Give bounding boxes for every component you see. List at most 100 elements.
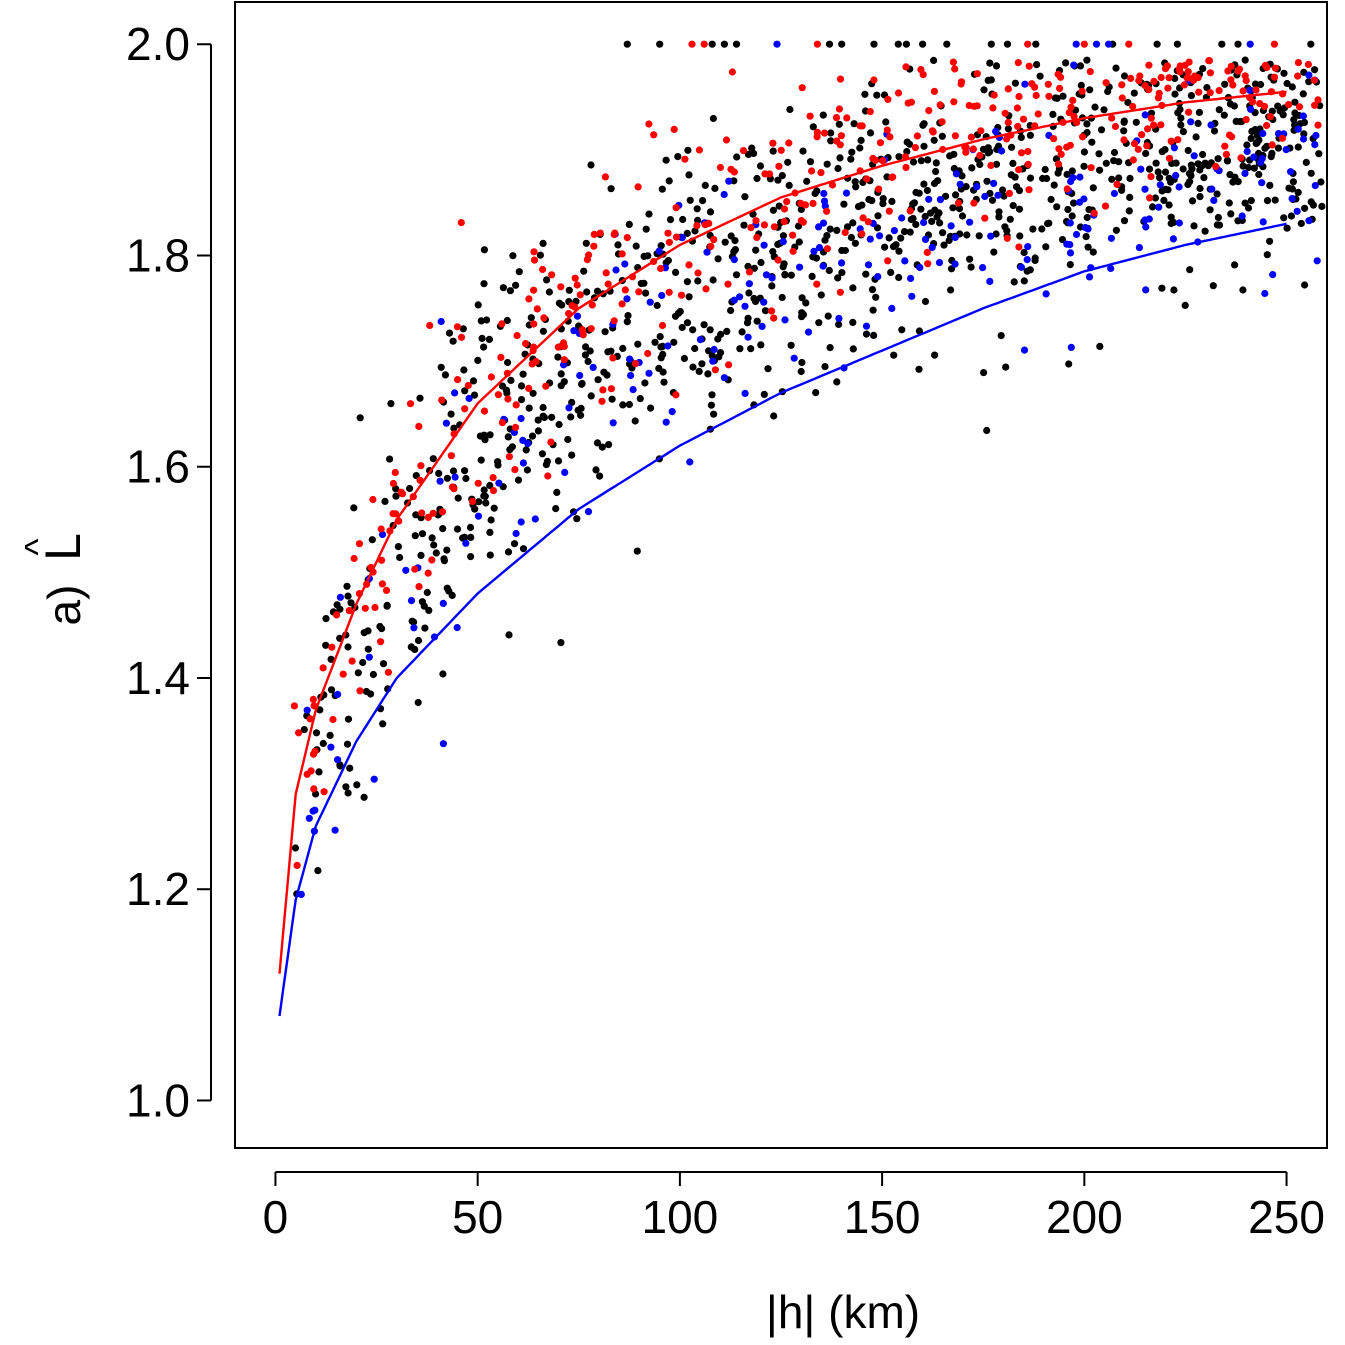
scatter-point (779, 232, 788, 240)
scatter-point (685, 293, 693, 301)
scatter-point (1096, 342, 1104, 350)
scatter-point (369, 670, 377, 679)
scatter-point (733, 153, 741, 161)
scatter-point-top (1024, 40, 1032, 48)
scatter-point (1082, 233, 1090, 241)
blue-fitted-curve (278, 222, 1287, 1017)
scatter-point (769, 206, 778, 214)
scatter-point (858, 230, 866, 238)
scatter-point (1068, 167, 1076, 175)
scatter-point (835, 320, 843, 328)
scatter-point (683, 229, 691, 237)
scatter-point (986, 148, 994, 156)
scatter-point (517, 414, 525, 423)
scatter-point (329, 715, 337, 724)
scatter-point (391, 468, 399, 477)
scatter-point (1115, 174, 1123, 182)
scatter-point (1154, 168, 1162, 176)
scatter-point (1291, 109, 1299, 117)
scatter-point (565, 404, 573, 412)
scatter-point (517, 518, 525, 526)
scatter-point (623, 318, 631, 326)
scatter-point (415, 422, 423, 430)
scatter-point-top (1234, 40, 1242, 48)
scatter-point (1170, 286, 1178, 294)
scatter-point (1276, 107, 1284, 115)
scatter-point (938, 118, 946, 126)
scatter-point (838, 269, 846, 277)
scatter-point (970, 199, 978, 207)
scatter-point (314, 867, 322, 875)
scatter-point (847, 155, 855, 163)
scatter-point (920, 218, 928, 227)
scatter-point (414, 636, 423, 645)
scatter-point (1068, 212, 1076, 220)
data-points (290, 40, 1326, 899)
scatter-point (343, 740, 352, 748)
scatter-point (1013, 104, 1022, 112)
scatter-point (331, 826, 339, 834)
scatter-point (1165, 74, 1173, 82)
scatter-point (1231, 261, 1239, 269)
scatter-point (935, 209, 943, 217)
scatter-point (428, 534, 436, 542)
scatter-point (1165, 201, 1173, 209)
scatter-point (674, 309, 682, 317)
scatter-point (945, 236, 953, 245)
scatter-point (1161, 168, 1170, 176)
scatter-point (1171, 90, 1179, 98)
scatter-point (1214, 213, 1222, 222)
scatter-point (872, 293, 880, 301)
scatter-point (379, 660, 388, 668)
scatter-point (664, 256, 673, 265)
scatter-point (797, 199, 805, 207)
scatter-point (1244, 204, 1253, 212)
scatter-point (1152, 159, 1160, 167)
scatter-point (1192, 133, 1200, 141)
scatter-point (631, 360, 640, 368)
scatter-point (680, 354, 689, 363)
scatter-point (1089, 248, 1097, 256)
scatter-point (645, 210, 653, 218)
scatter-point (322, 615, 330, 623)
scatter-point (564, 435, 572, 444)
scatter-point (911, 144, 920, 152)
scatter-point (761, 170, 769, 178)
scatter-point (976, 151, 984, 160)
scatter-point (1126, 174, 1134, 182)
scatter-point (601, 328, 609, 336)
plot-frame (234, 1, 1328, 1149)
scatter-point (607, 385, 616, 393)
scatter-point (596, 472, 604, 480)
scatter-point (619, 401, 627, 409)
scatter-point (1083, 213, 1091, 222)
scatter-point (364, 645, 372, 653)
scatter-point (602, 269, 610, 277)
scatter-point (955, 205, 964, 213)
scatter-point (1307, 198, 1315, 206)
scatter-point (1042, 290, 1050, 298)
scatter-point (704, 370, 712, 378)
scatter-point-top (1080, 40, 1088, 48)
scatter-point (694, 269, 702, 277)
scatter-point (665, 177, 673, 185)
scatter-point (1150, 121, 1158, 129)
scatter-point (378, 580, 386, 588)
scatter-point (1019, 115, 1028, 123)
scatter-point (598, 397, 606, 405)
scatter-point (418, 509, 426, 517)
scatter-point (525, 384, 533, 392)
scatter-point (593, 439, 602, 447)
scatter-point (626, 355, 634, 363)
scatter-point (881, 243, 889, 251)
scatter-point (1158, 187, 1166, 195)
scatter-point (890, 351, 898, 359)
scatter-point (1124, 98, 1132, 107)
scatter-point (863, 175, 871, 183)
scatter-point (517, 382, 526, 390)
scatter-point (657, 264, 665, 273)
scatter-point (336, 593, 344, 601)
scatter-point (681, 155, 689, 163)
scatter-point (730, 296, 738, 304)
scatter-point (1064, 205, 1072, 214)
